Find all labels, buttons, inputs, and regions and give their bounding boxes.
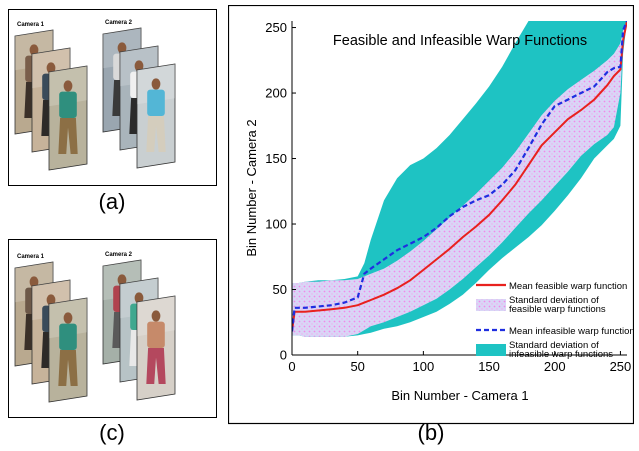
mean-infeasible-line (292, 21, 627, 332)
chart-title: Feasible and Infeasible Warp Functions (333, 33, 587, 49)
y-tick-label: 50 (273, 282, 287, 297)
person-torso (147, 321, 165, 348)
camera-frame (136, 63, 176, 169)
legend-symbol (476, 299, 506, 311)
camera-frame (48, 297, 88, 403)
x-tick-label: 0 (288, 359, 295, 374)
person-head (46, 294, 56, 306)
person-head (117, 274, 127, 286)
y-tick-label: 0 (280, 348, 287, 363)
y-tick-label: 250 (265, 20, 287, 35)
camera-label: Camera 1 (17, 22, 45, 28)
person-torso (59, 323, 77, 350)
infeasible-std-band (292, 21, 627, 337)
y-tick-label: 100 (265, 217, 287, 232)
legend-label: Standard deviation of infeasible warp fun… (509, 340, 613, 360)
x-tick-label: 200 (544, 359, 566, 374)
person-legs (58, 350, 78, 386)
camera-frame (136, 295, 176, 401)
y-tick-label: 150 (265, 151, 287, 166)
chart-legend: Mean feasible warp function Standard devi… (476, 281, 634, 360)
x-tick-label: 100 (413, 359, 435, 374)
panel-b-caption: (b) (417, 420, 445, 445)
person-head (63, 80, 73, 92)
legend-label: Mean infeasible warp function (509, 326, 634, 337)
feasible-std-band (292, 21, 627, 337)
person-torso (59, 91, 77, 118)
person-torso (147, 89, 165, 116)
x-tick-label: 50 (350, 359, 364, 374)
person-legs (58, 118, 78, 154)
camera-label: Camera 1 (17, 254, 45, 260)
camera-label: Camera 2 (105, 20, 133, 26)
warp-function-chart: 0 50 100 150 200 250 0 50 100 150 200 250 Feasible … (228, 5, 634, 425)
camera-label: Camera 2 (105, 252, 133, 258)
panel-a-illustration: Camera 1 Camera 2 (14, 20, 176, 171)
panel-a-caption: (a) (98, 189, 126, 214)
x-tick-label: 150 (478, 359, 500, 374)
y-tick-label: 200 (265, 86, 287, 101)
panel-c-caption: (c) (99, 420, 125, 445)
legend-label: Standard deviation of feasible warp funct… (509, 295, 606, 315)
panel-c-illustration: Camera 1 Camera 2 (14, 252, 176, 403)
panel-c: Camera 1 Camera 2 (8, 239, 217, 418)
person-head (46, 62, 56, 74)
panel-a: Camera 1 Camera 2 (8, 9, 217, 186)
person-head (63, 312, 73, 324)
person-head (29, 276, 39, 288)
person-head (134, 60, 144, 72)
plot-area (292, 21, 627, 337)
legend-symbol (476, 344, 506, 356)
x-tick-label: 250 (610, 359, 632, 374)
person-legs (146, 116, 166, 152)
person-head (151, 310, 161, 322)
person-head (151, 78, 161, 90)
mean-feasible-line (292, 21, 627, 332)
x-axis-label: Bin Number - Camera 1 (391, 388, 528, 403)
person-head (117, 42, 127, 54)
legend-label: Mean feasible warp function (509, 281, 627, 292)
chart-axes: 0 50 100 150 200 250 0 50 100 150 200 250 (265, 20, 631, 374)
camera-frame (48, 65, 88, 171)
person-head (29, 44, 39, 56)
person-legs (146, 348, 166, 384)
person-head (134, 292, 144, 304)
y-axis-label: Bin Number - Camera 2 (244, 119, 259, 256)
